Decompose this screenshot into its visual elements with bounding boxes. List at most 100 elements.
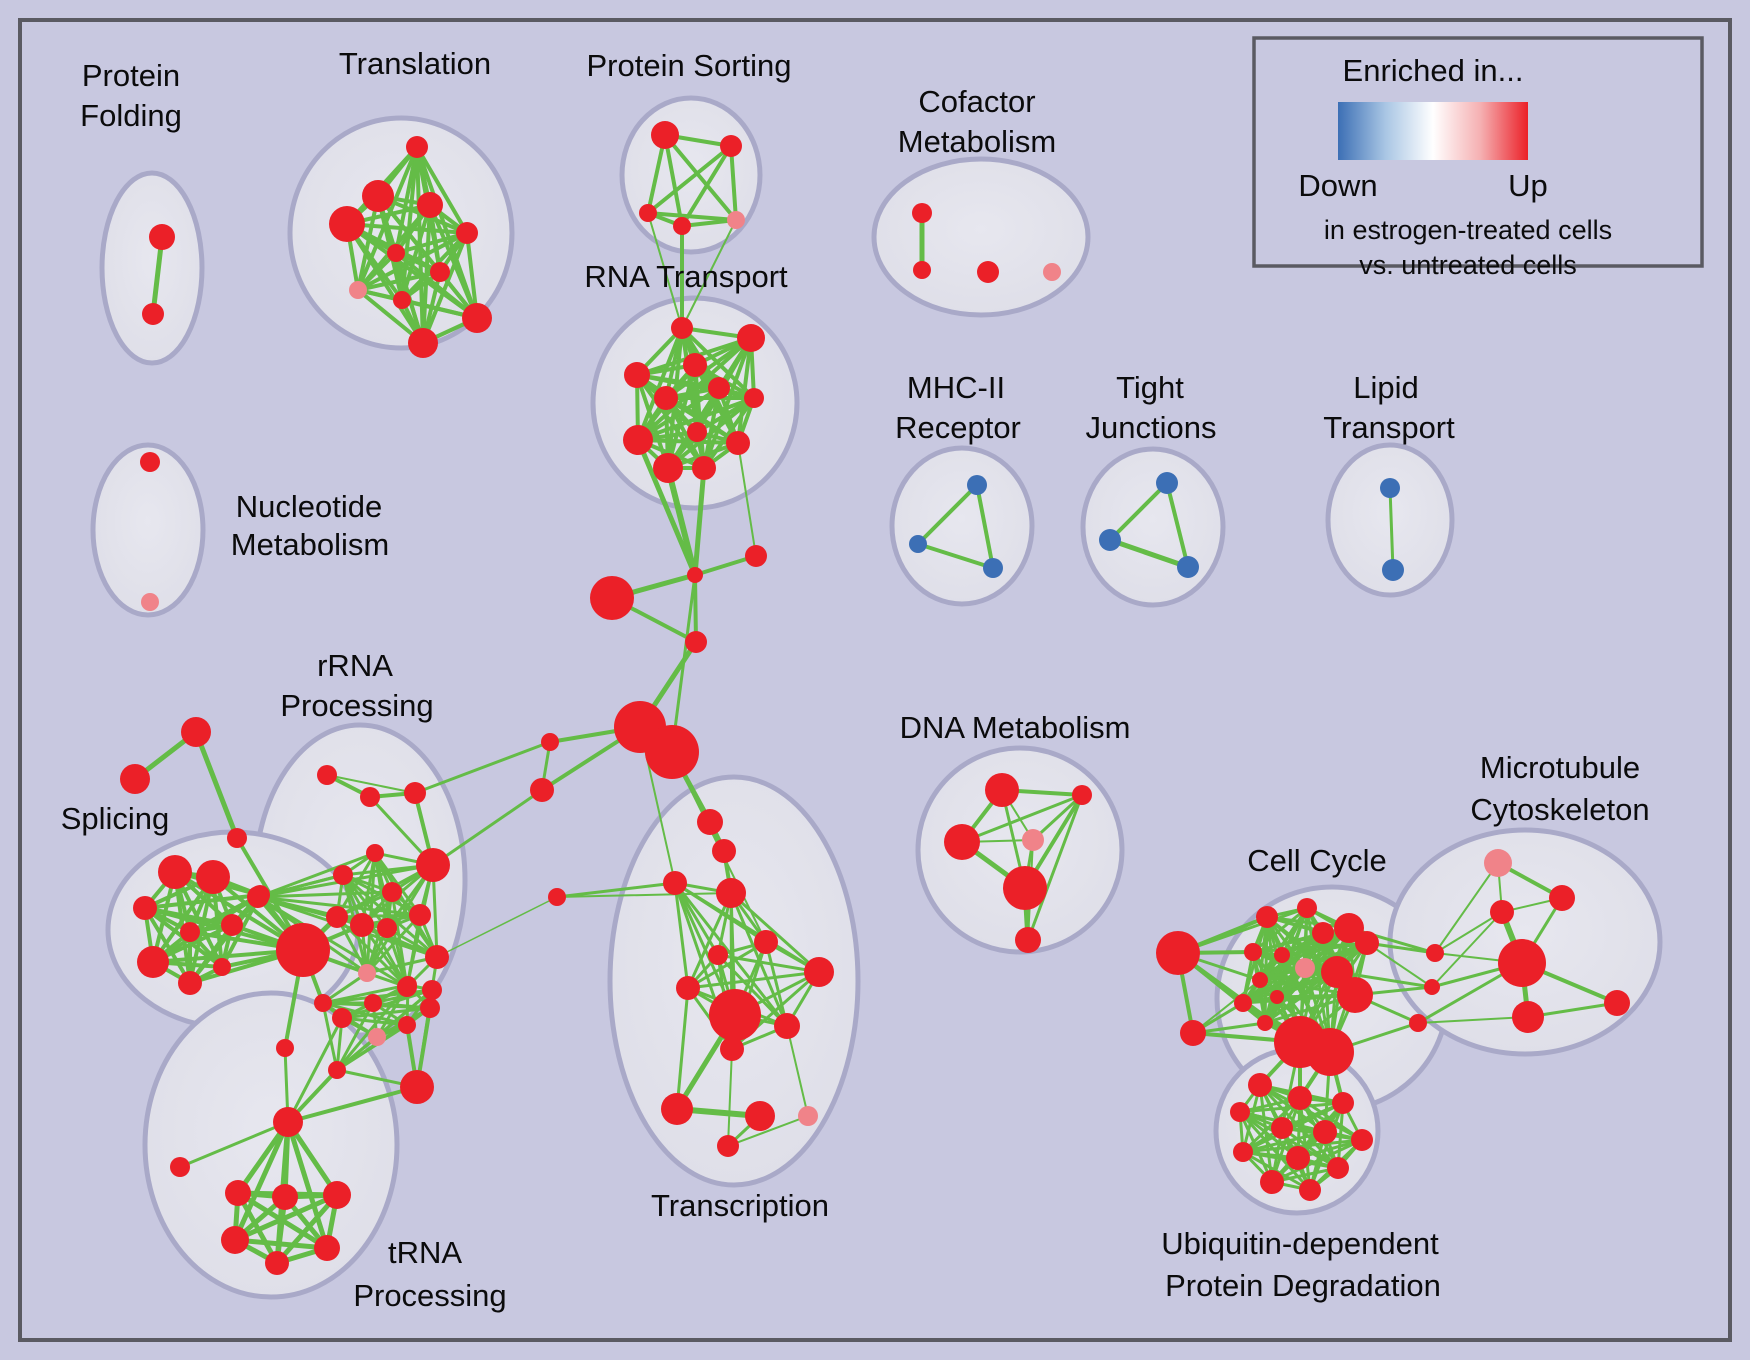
edge-R7-R12 [702, 396, 756, 470]
node-R5 [708, 377, 730, 399]
node-C6 [1244, 943, 1262, 961]
edge-LB-RR5 [431, 788, 544, 867]
edge-C7-C14 [1263, 953, 1284, 1025]
edge-XL-X1 [555, 881, 677, 899]
cluster-label-microtubule-cytoskeleton-0: Microtubule [1480, 750, 1640, 785]
cluster-label-tight-junctions-0: Tight [1116, 370, 1184, 405]
node-P3 [227, 828, 247, 848]
edge-PS2-PS3 [646, 144, 733, 215]
node-MH3 [983, 558, 1003, 578]
cluster-label-microtubule-cytoskeleton-1: Cytoskeleton [1470, 792, 1649, 827]
node-U7 [1351, 1129, 1373, 1151]
cluster-label-protein-sorting-0: Protein Sorting [586, 48, 791, 83]
node-S4 [221, 914, 243, 936]
node-TNl [170, 1157, 190, 1177]
node-X1 [663, 871, 687, 895]
node-X4 [708, 945, 728, 965]
edge-C5-C7 [1280, 941, 1369, 957]
edge-RB-RR8 [256, 895, 339, 919]
node-MX2 [332, 1008, 352, 1028]
node-C13 [1270, 990, 1284, 1004]
edge-C5-B2 [1366, 942, 1433, 988]
edge-TN4-TN5 [232, 1237, 330, 1251]
node-U1 [1248, 1073, 1272, 1097]
node-RR5 [416, 848, 450, 882]
edge-T1-T5 [415, 145, 469, 235]
node-LA [541, 733, 559, 751]
node-C5 [1355, 931, 1379, 955]
node-P1 [181, 717, 211, 747]
node-TJ2 [1099, 529, 1121, 551]
cluster-label-tight-junctions-1: Junctions [1086, 410, 1217, 445]
node-P2 [120, 764, 150, 794]
edge-PS1-PS5 [663, 133, 738, 222]
node-X0a [697, 809, 723, 835]
node-T11 [408, 328, 438, 358]
node-Cg2 [1306, 1028, 1354, 1076]
node-TJ1 [1156, 472, 1178, 494]
edge-B1-M1 [1434, 862, 1499, 954]
edge-R12-J1 [692, 465, 707, 578]
cluster-labels-layer: Protein Folding Translation Protein Sorting… [61, 46, 1650, 1313]
edge-RR11-RB [256, 895, 422, 917]
node-D2 [1072, 785, 1092, 805]
legend: Enriched in... Down Up in estrogen-treated … [1252, 36, 1704, 280]
node-R10 [726, 431, 750, 455]
node-R2 [737, 324, 765, 352]
edge-TN3-TN6 [274, 1192, 340, 1266]
edge-S3-S5 [143, 893, 262, 910]
node-T5 [456, 222, 478, 244]
edge-TJ1-TJ2 [1108, 481, 1169, 542]
node-U11 [1260, 1170, 1284, 1194]
cluster-ellipse-protein-sorting [619, 95, 763, 255]
cluster-label-mhc-ii-receptor-1: Receptor [895, 410, 1021, 445]
node-PS1 [651, 121, 679, 149]
legend-down-label: Down [1298, 168, 1377, 203]
edge-Cb-C9 [1192, 979, 1261, 1034]
node-RR7 [382, 882, 402, 902]
node-MX6 [420, 998, 440, 1018]
node-TN4 [221, 1226, 249, 1254]
edge-MX1-MX5 [321, 983, 410, 1005]
edge-RR6-RR10 [341, 873, 389, 930]
edge-RR8-RR11 [335, 913, 422, 919]
node-X13 [717, 1135, 739, 1157]
cluster-ellipse-protein-folding [99, 170, 205, 366]
edge-RR4-RB [256, 851, 377, 899]
node-XL [548, 888, 566, 906]
edge-R1-R8 [636, 326, 684, 442]
node-R12 [692, 456, 716, 480]
node-C1 [1256, 906, 1278, 928]
node-TNh [273, 1107, 303, 1137]
edge-D2-D3 [960, 793, 1084, 844]
edge-PS3-R1 [647, 212, 683, 329]
node-T10 [462, 303, 492, 333]
node-D6 [1015, 927, 1041, 953]
node-TJ3 [1177, 556, 1199, 578]
node-U8 [1233, 1142, 1253, 1162]
edge-PS5-R1 [681, 219, 737, 329]
node-NM1 [140, 452, 160, 472]
edge-B3-M4 [1417, 1016, 1529, 1024]
node-LT2 [1382, 559, 1404, 581]
cluster-label-ubiquitin-degradation-0: Ubiquitin-dependent [1161, 1226, 1439, 1261]
edge-XL-RR14 [436, 896, 558, 958]
node-RR6 [333, 865, 353, 885]
cluster-label-rrna-processing-0: rRNA [317, 648, 393, 683]
edge-C10-B2 [1335, 970, 1434, 989]
node-U5 [1271, 1117, 1293, 1139]
node-PS5 [727, 211, 745, 229]
node-C2 [1297, 898, 1317, 918]
node-TN5 [314, 1235, 340, 1261]
node-S3 [133, 896, 157, 920]
node-U12 [1299, 1179, 1321, 1201]
node-S9 [213, 958, 231, 976]
node-R3 [624, 362, 650, 388]
node-RR8 [326, 906, 348, 928]
edge-X2-X6 [686, 891, 733, 990]
node-B1 [1426, 944, 1444, 962]
node-D3 [944, 824, 980, 860]
node-CM3 [977, 261, 999, 283]
node-CM4 [1043, 263, 1061, 281]
